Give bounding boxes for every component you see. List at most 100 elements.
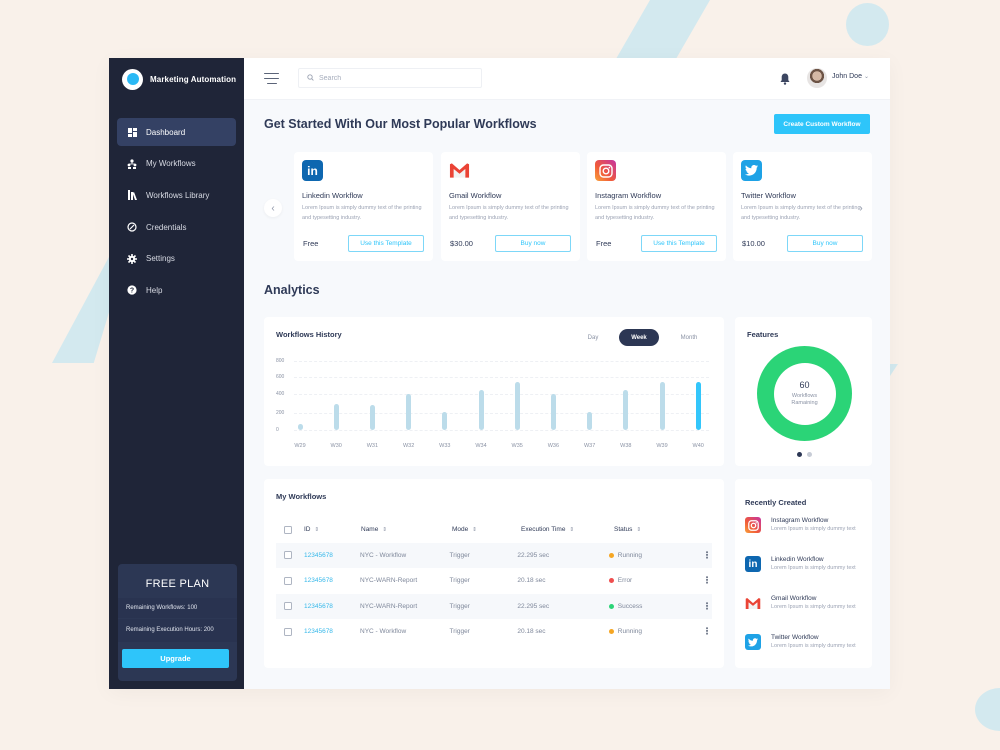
- table-row[interactable]: 12345678 NYC - Workflow Trigger 20.18 sec Ru…: [276, 619, 712, 645]
- y-axis-tick: 600: [276, 374, 285, 380]
- table-row[interactable]: 12345678 NYC - Workflow Trigger 22.295 sec R…: [276, 542, 712, 568]
- chart-bar[interactable]: [406, 394, 412, 430]
- chart-bar[interactable]: [369, 405, 375, 430]
- carousel-next-button[interactable]: ›: [852, 199, 870, 217]
- row-checkbox[interactable]: [284, 551, 292, 560]
- table-row[interactable]: 12345678 NYC-WARN-Report Trigger 20.18 sec E…: [276, 568, 712, 594]
- sidebar-item-dashboard[interactable]: Dashboard: [117, 118, 236, 146]
- row-checkbox[interactable]: [284, 602, 292, 611]
- buy-now-button[interactable]: Buy now: [495, 235, 571, 252]
- chart-bar[interactable]: [659, 382, 665, 430]
- workflow-id-link[interactable]: 12345678: [304, 602, 333, 610]
- card-title: Instagram Workflow: [595, 191, 662, 200]
- chart-bar[interactable]: [478, 389, 484, 430]
- background-stripe-decoration: [616, 0, 710, 58]
- instagram-icon: [595, 160, 616, 181]
- features-panel: Features 60 Workflows Ramaining: [735, 317, 872, 466]
- chart-bar[interactable]: [333, 403, 339, 430]
- chart-bar[interactable]: [587, 412, 593, 430]
- x-axis-tick: W39: [656, 443, 668, 449]
- use-template-button[interactable]: Use this Template: [641, 235, 717, 252]
- carousel-prev-button[interactable]: ‹: [264, 199, 282, 217]
- app-window: Marketing Automation Dashboard My Workfl…: [109, 58, 890, 689]
- select-all-checkbox[interactable]: [284, 525, 292, 534]
- sidebar-item-workflows-library[interactable]: Workflows Library: [117, 181, 236, 209]
- remaining-workflows: Remaining Workflows: 100: [118, 598, 237, 619]
- menu-icon[interactable]: [264, 73, 279, 84]
- chart-bar[interactable]: [297, 424, 303, 430]
- search-box[interactable]: [298, 68, 482, 88]
- table-row[interactable]: 12345678 NYC-WARN-Report Trigger 22.295 sec…: [276, 593, 712, 619]
- workflow-id-link[interactable]: 12345678: [304, 551, 333, 559]
- create-custom-workflow-button[interactable]: Create Custom Workflow: [774, 114, 870, 134]
- workflows-history-panel: 800 600 400 200 0 W29 W30 W31 W32 W33 W34 W35 W36 W37…: [264, 317, 724, 466]
- execution-time: 22.295 sec: [517, 551, 550, 559]
- sidebar-item-my-workflows[interactable]: My Workflows: [117, 150, 236, 178]
- chevron-down-icon[interactable]: ⌄: [864, 74, 870, 80]
- chart-bar[interactable]: [442, 412, 448, 430]
- sidebar-item-help[interactable]: ? Help: [117, 276, 236, 304]
- x-axis-tick: W34: [475, 443, 487, 449]
- sidebar-item-label: My Workflows: [146, 159, 196, 169]
- workflow-mode: Trigger: [449, 602, 470, 610]
- more-options-icon[interactable]: ⋮: [702, 600, 712, 611]
- help-icon: ?: [127, 285, 137, 296]
- x-axis-tick: W30: [330, 443, 342, 449]
- sidebar-item-credentials[interactable]: Credentials: [117, 213, 236, 241]
- avatar[interactable]: [807, 68, 827, 88]
- pagination-dots: [797, 452, 812, 457]
- status-badge: Running: [608, 552, 702, 559]
- gridline: [294, 413, 709, 414]
- buy-now-button[interactable]: Buy now: [787, 235, 863, 252]
- sidebar-item-settings[interactable]: Settings: [117, 245, 236, 273]
- library-icon: [127, 190, 137, 201]
- search-input[interactable]: [319, 74, 469, 82]
- plan-card: FREE PLAN Remaining Workflows: 100 Remai…: [118, 564, 237, 681]
- more-options-icon[interactable]: ⋮: [702, 575, 712, 586]
- workflow-id-link[interactable]: 12345678: [304, 628, 333, 636]
- chart-bar[interactable]: [695, 382, 701, 430]
- card-price: $10.00: [742, 239, 765, 248]
- recent-item-title: Instagram Workflow: [771, 517, 829, 524]
- row-checkbox[interactable]: [284, 576, 292, 585]
- column-id[interactable]: ID ⇕: [304, 526, 320, 534]
- chart-bar[interactable]: [623, 389, 629, 430]
- more-options-icon[interactable]: ⋮: [702, 549, 712, 560]
- recent-item-linkedin[interactable]: in Linkedin Workflow Lorem Ipsum is simp…: [745, 556, 856, 572]
- status-badge: Error: [608, 577, 702, 584]
- card-price: Free: [303, 239, 319, 248]
- column-execution-time[interactable]: Execution Time ⇕: [521, 526, 575, 534]
- card-description: Lorem Ipsum is simply dummy text of the …: [302, 205, 422, 221]
- svg-text:?: ?: [130, 288, 134, 295]
- analytics-title: Analytics: [264, 283, 320, 297]
- use-template-button[interactable]: Use this Template: [348, 235, 424, 252]
- status-dot-icon: [608, 578, 614, 584]
- chart-bar[interactable]: [514, 382, 520, 430]
- range-month-tab[interactable]: Month: [680, 334, 698, 341]
- range-week-tab[interactable]: Week: [619, 329, 659, 346]
- chart-bar[interactable]: [550, 394, 556, 430]
- bell-icon[interactable]: [780, 72, 790, 85]
- sidebar-nav: Dashboard My Workflows Workflows Library…: [109, 118, 244, 304]
- sidebar: Marketing Automation Dashboard My Workfl…: [109, 58, 244, 689]
- workflow-id-link[interactable]: 12345678: [304, 577, 333, 585]
- column-name[interactable]: Name ⇕: [361, 526, 387, 534]
- range-day-tab[interactable]: Day: [587, 334, 599, 341]
- row-checkbox[interactable]: [284, 627, 292, 636]
- sidebar-item-label: Workflows Library: [146, 190, 210, 200]
- upgrade-button[interactable]: Upgrade: [122, 649, 229, 668]
- card-description: Lorem Ipsum is simply dummy text of the …: [595, 205, 715, 221]
- recent-item-instagram[interactable]: Instagram Workflow Lorem Ipsum is simply…: [745, 517, 856, 533]
- pagination-dot-active[interactable]: [797, 452, 802, 457]
- pagination-dot[interactable]: [807, 452, 812, 457]
- more-options-icon[interactable]: ⋮: [702, 626, 712, 637]
- column-mode[interactable]: Mode ⇕: [452, 526, 477, 534]
- recent-item-twitter[interactable]: Twitter Workflow Lorem Ipsum is simply d…: [745, 634, 856, 650]
- user-name[interactable]: John Doe: [832, 73, 862, 80]
- column-status[interactable]: Status ⇕: [614, 526, 642, 534]
- sort-icon: ⇕: [472, 527, 477, 534]
- recent-item-gmail[interactable]: Gmail Workflow Lorem Ipsum is simply dum…: [745, 595, 856, 611]
- x-axis-tick: W33: [439, 443, 451, 449]
- brand[interactable]: Marketing Automation: [109, 58, 244, 100]
- background-shape-decoration: [890, 364, 898, 376]
